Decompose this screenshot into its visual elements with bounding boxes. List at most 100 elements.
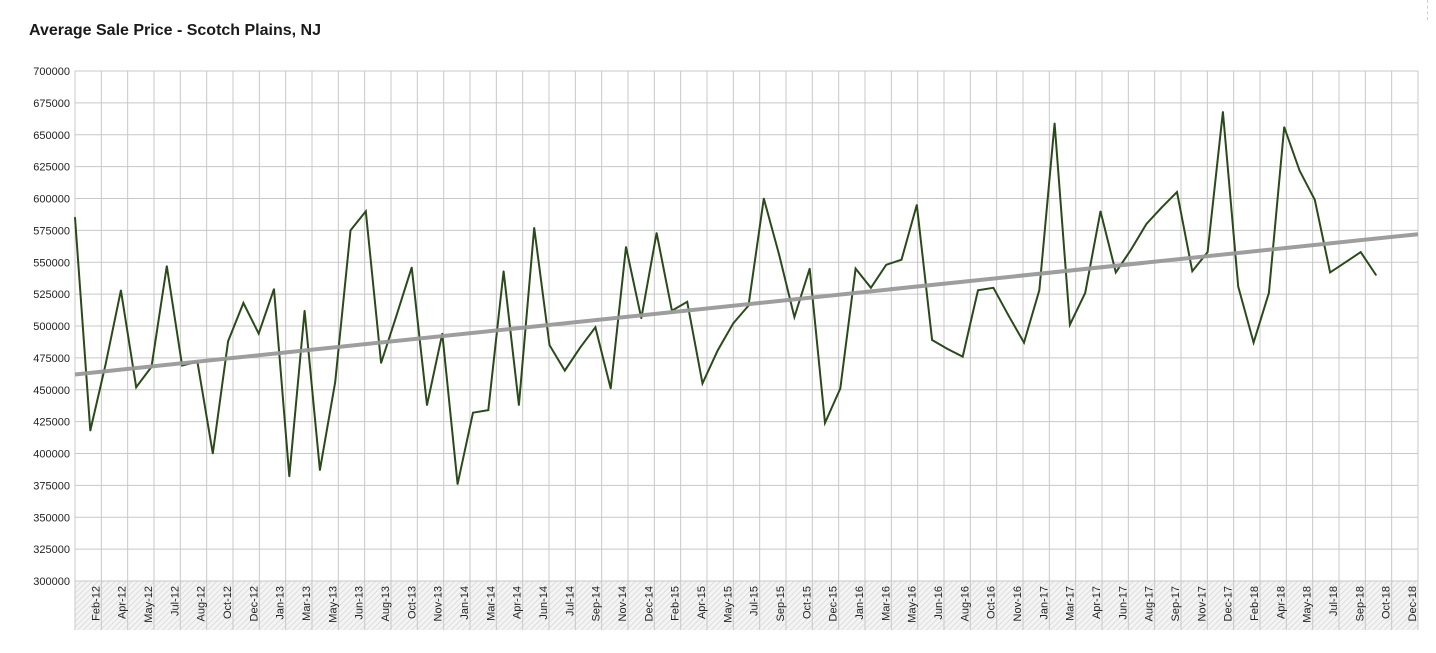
trendline [74, 232, 1419, 377]
y-tick-label: 575000 [33, 225, 70, 237]
y-tick-label: 450000 [33, 385, 70, 397]
x-tick-label: Aug-13 [380, 586, 392, 621]
data-point [104, 363, 107, 366]
y-tick-label: 675000 [33, 98, 70, 110]
data-point [732, 322, 734, 325]
data-point [1206, 251, 1209, 253]
y-tick-label: 500000 [33, 321, 70, 333]
x-tick-label: Feb-18 [1249, 586, 1261, 621]
x-tick-label: Sep-14 [591, 586, 603, 621]
y-tick-label: 400000 [33, 449, 70, 461]
x-tick-label: Aug-16 [959, 586, 971, 621]
x-tick-label: Dec-18 [1407, 586, 1419, 621]
x-tick-label: Jan-13 [275, 586, 287, 620]
x-tick-label: Nov-13 [433, 586, 445, 621]
data-point [564, 369, 566, 372]
data-point [1329, 271, 1331, 274]
y-tick-label: 475000 [33, 353, 70, 365]
data-point [456, 483, 459, 485]
data-point [594, 326, 597, 329]
data-point [487, 409, 490, 411]
x-tick-label: Apr-17 [1091, 586, 1103, 619]
data-point [1191, 270, 1194, 273]
x-tick-label: Aug-17 [1144, 586, 1156, 621]
data-point [1084, 292, 1086, 294]
y-tick-label: 375000 [33, 480, 70, 492]
y-tick-label: 350000 [33, 512, 70, 524]
data-point [946, 348, 949, 350]
data-point [1053, 122, 1056, 125]
data-point [548, 344, 551, 346]
data-point [1176, 191, 1178, 193]
data-point [74, 216, 76, 219]
y-tick-label: 525000 [33, 289, 70, 301]
data-point [349, 229, 352, 232]
x-tick-label: Oct-12 [222, 586, 234, 619]
x-tick-label: Mar-14 [485, 586, 497, 621]
data-point [977, 289, 979, 292]
x-tick-label: Oct-13 [406, 586, 418, 619]
x-tick-label: Jan-17 [1038, 586, 1050, 620]
x-tick-label: Mar-17 [1065, 586, 1077, 621]
x-tick-label: Jun-17 [1117, 586, 1129, 620]
data-point [701, 382, 704, 385]
data-point [854, 267, 857, 270]
data-point [808, 267, 811, 270]
data-point [1115, 271, 1117, 274]
data-point [242, 302, 245, 304]
y-tick-label: 600000 [33, 194, 70, 206]
data-point [992, 287, 995, 289]
x-tick-label: Dec-15 [828, 586, 840, 621]
data-point [303, 309, 306, 312]
data-point [870, 287, 872, 289]
x-tick-label: Dec-12 [248, 586, 260, 621]
x-tick-label: Sep-15 [775, 586, 787, 621]
data-point [89, 429, 92, 432]
data-point [1298, 169, 1301, 172]
data-point [916, 204, 918, 206]
data-point [824, 422, 826, 424]
x-tick-label: Sep-18 [1354, 586, 1366, 621]
x-tick-label: Dec-14 [643, 586, 655, 621]
x-tick-label: Jun-16 [933, 586, 945, 620]
data-point [1023, 341, 1025, 344]
x-tick-label: Apr-15 [696, 586, 708, 619]
data-point [579, 346, 581, 349]
data-point [1375, 274, 1377, 276]
data-point [793, 316, 796, 318]
x-tick-label: Jul-18 [1328, 586, 1340, 616]
data-point [609, 387, 612, 390]
x-tick-label: May-16 [907, 586, 919, 623]
x-tick-label: Oct-18 [1381, 586, 1393, 619]
y-tick-label: 550000 [33, 257, 70, 269]
data-point [778, 253, 780, 256]
data-point [426, 404, 428, 406]
x-tick-label: Jan-16 [854, 586, 866, 620]
data-point [365, 210, 367, 213]
data-point [931, 339, 933, 341]
data-point [410, 266, 413, 269]
x-axis-band [75, 581, 1418, 630]
data-point [1069, 323, 1071, 326]
resize-handle[interactable] [1427, 0, 1436, 20]
x-tick-label: Jun-14 [538, 586, 550, 620]
x-tick-label: Apr-14 [512, 586, 524, 619]
data-point [1145, 223, 1148, 225]
data-point [640, 317, 643, 320]
data-point [1099, 210, 1102, 213]
x-tick-label: Apr-12 [117, 586, 129, 619]
x-tick-label: Jul-12 [169, 586, 181, 616]
data-point [166, 265, 168, 267]
data-point [1283, 126, 1285, 128]
data-point [655, 232, 658, 234]
x-tick-label: Apr-18 [1275, 586, 1287, 619]
y-tick-label: 650000 [33, 130, 70, 142]
x-tick-label: May-13 [327, 586, 339, 623]
y-tick-label: 700000 [33, 66, 70, 78]
data-point [120, 289, 122, 292]
y-tick-label: 625000 [33, 162, 70, 174]
data-point [1314, 199, 1316, 201]
x-tick-label: Nov-16 [1012, 586, 1024, 621]
data-point [686, 301, 688, 303]
y-tick-label: 425000 [33, 417, 70, 429]
